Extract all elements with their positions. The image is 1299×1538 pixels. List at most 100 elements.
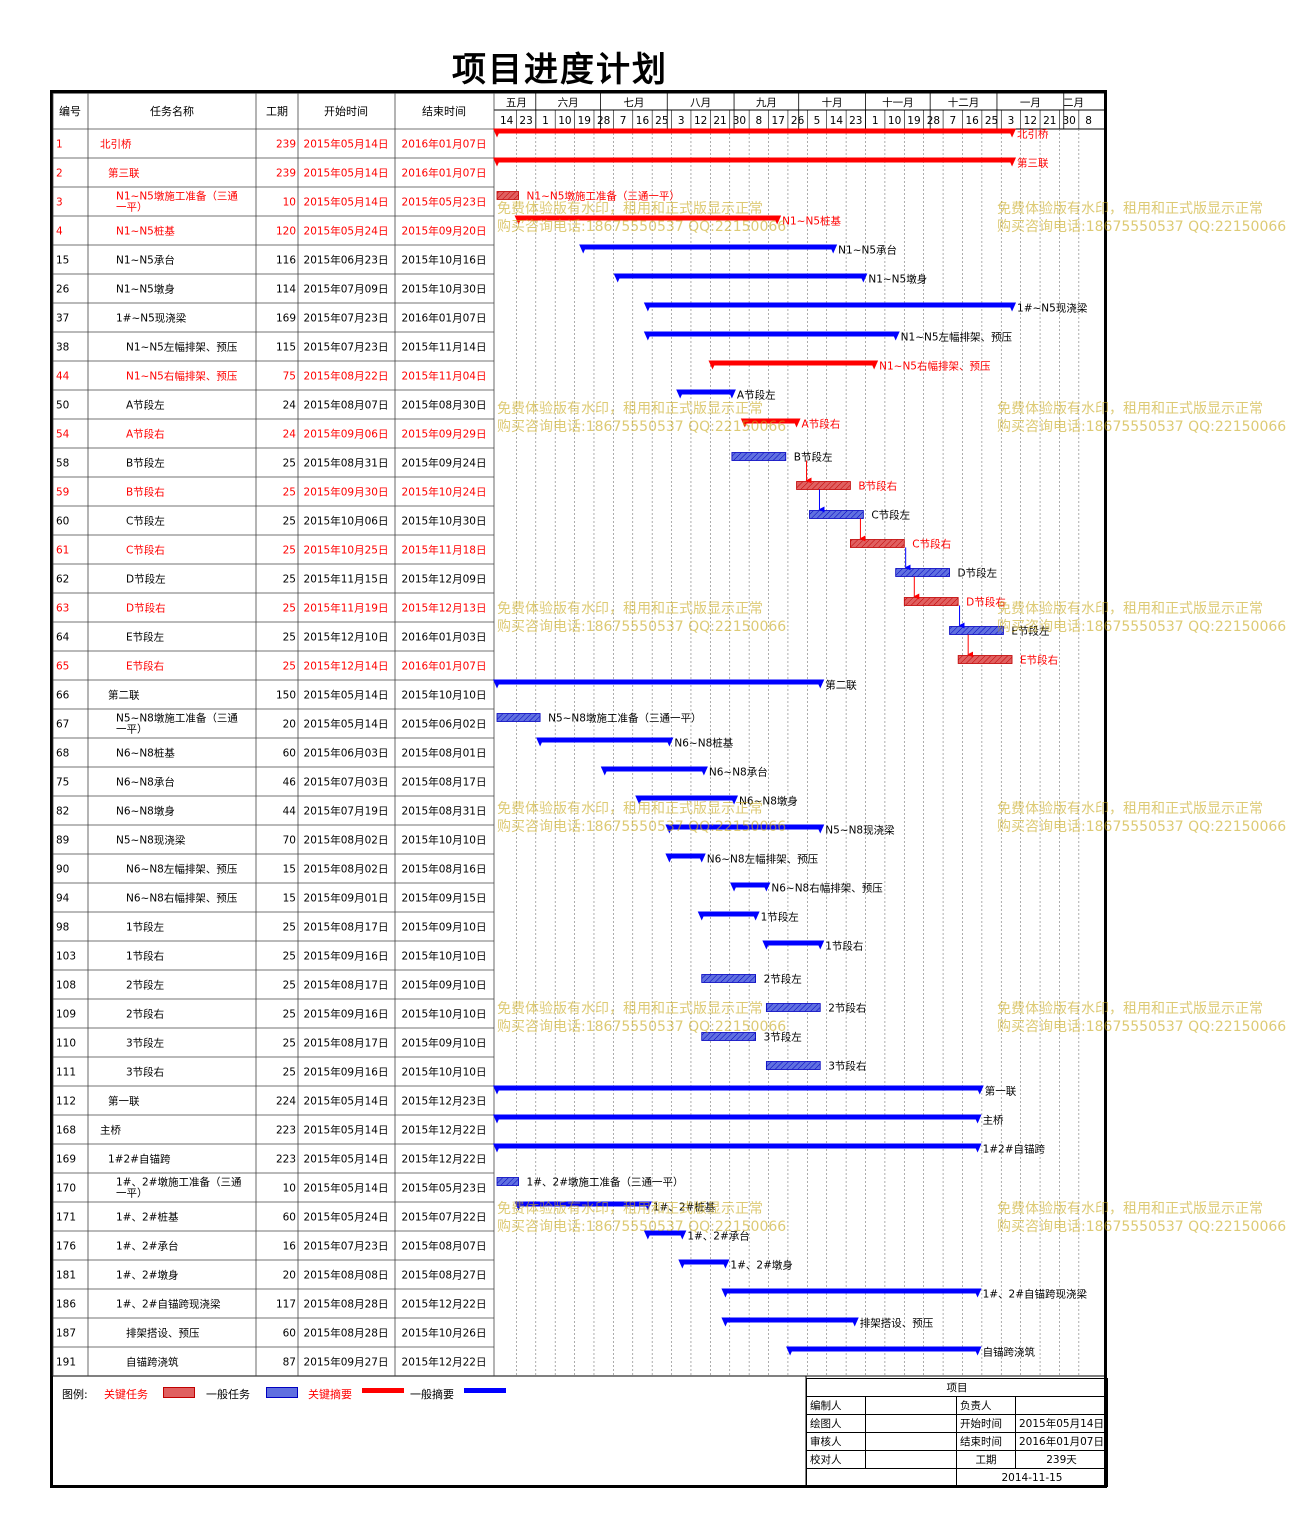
summary-bar-end	[1008, 302, 1017, 312]
month-label: 十一月	[882, 96, 914, 109]
task-bar	[765, 1061, 821, 1070]
bar-label: D节段左	[958, 567, 998, 580]
task-start: 2015年07月23日	[304, 312, 389, 325]
info-end-label: 结束时间	[956, 1432, 1016, 1451]
task-end: 2015年05月23日	[402, 196, 487, 209]
task-id: 2	[56, 168, 63, 180]
table-row: 63 D节段右 25 2015年11月19日 2015年12月13日	[56, 602, 486, 615]
task-end: 2016年01月07日	[402, 660, 487, 673]
summary-bar-start	[635, 795, 644, 805]
task-start: 2015年05月14日	[304, 689, 389, 702]
summary-bar-start	[697, 911, 706, 921]
summary-bar	[540, 737, 670, 743]
task-start: 2015年07月03日	[304, 776, 389, 789]
task-bar	[957, 655, 1013, 664]
table-row: 4 N1~N5桩基 120 2015年05月24日 2015年09月20日	[56, 225, 486, 238]
day-label: 14	[500, 115, 514, 127]
info-reviewer-label: 审核人	[806, 1432, 866, 1451]
task-id: 1	[56, 139, 63, 151]
legend-task: 一般任务	[206, 1388, 250, 1401]
bar-label: N1~N5墩施工准备（三通一平）	[527, 190, 680, 203]
task-name: 自锚跨浇筑	[126, 1356, 179, 1369]
task-bar	[765, 1003, 821, 1012]
task-duration: 25	[283, 1038, 296, 1050]
task-duration: 150	[276, 690, 296, 702]
info-owner-value	[1015, 1396, 1108, 1415]
summary-bar-end	[850, 1317, 859, 1327]
day-label: 8	[755, 115, 762, 127]
info-checker-value	[865, 1450, 957, 1469]
summary-bar	[497, 157, 1013, 163]
summary-bar-end	[816, 679, 825, 689]
table-row: 65 E节段右 25 2015年12月14日 2016年01月07日	[56, 660, 486, 673]
task-name: A节段左	[126, 399, 165, 412]
summary-bar-end	[973, 1114, 982, 1124]
bar-label: A节段左	[737, 389, 776, 402]
task-id: 112	[56, 1096, 76, 1108]
task-end: 2015年08月31日	[402, 805, 487, 818]
task-duration: 239	[276, 139, 296, 151]
month-label: 六月	[558, 97, 579, 109]
task-id: 186	[56, 1299, 76, 1311]
task-name: 1#、2#承台	[116, 1240, 178, 1253]
bar-label: B节段左	[794, 451, 833, 464]
summary-bar-start	[676, 389, 685, 399]
bar-label: 第三联	[1017, 157, 1049, 170]
summary-bar-start	[643, 1230, 652, 1240]
task-start: 2015年05月14日	[304, 1095, 389, 1108]
bar-label: N6~N8承台	[709, 766, 768, 779]
summary-bar	[647, 331, 896, 337]
task-end: 2015年09月29日	[402, 428, 487, 441]
task-end: 2015年12月22日	[402, 1356, 487, 1369]
summary-bar	[497, 679, 821, 685]
day-label: 14	[830, 115, 844, 127]
task-bar	[809, 510, 864, 519]
task-name: 第二联	[108, 689, 140, 702]
task-duration: 25	[283, 980, 296, 992]
day-label: 12	[1024, 115, 1037, 127]
task-start: 2015年07月23日	[304, 341, 389, 354]
bar-label: N1~N5左幅排架、预压	[901, 331, 1013, 344]
task-end: 2015年12月13日	[402, 602, 487, 615]
task-duration: 223	[276, 1154, 296, 1166]
task-name: 1#、2#桩基	[116, 1211, 179, 1224]
task-start: 2015年07月23日	[304, 1240, 389, 1253]
bar-label: B节段右	[858, 480, 897, 493]
task-name-cont: 一平）	[116, 1188, 148, 1200]
summary-bar-end	[870, 360, 879, 370]
task-bar	[496, 1177, 519, 1186]
task-start: 2015年06月23日	[304, 254, 389, 267]
summary-bar-end	[792, 418, 801, 428]
task-bar	[903, 597, 959, 606]
info-plotter-label: 绘图人	[806, 1414, 866, 1433]
task-name: 主桥	[100, 1125, 121, 1137]
task-start: 2015年05月14日	[304, 138, 389, 151]
table-row: 54 A节段右 24 2015年09月06日 2015年09月29日	[56, 428, 486, 441]
task-end: 2015年10月10日	[402, 1008, 487, 1021]
task-start: 2015年09月16日	[304, 1008, 389, 1021]
task-end: 2015年10月30日	[402, 283, 487, 296]
task-id: 176	[56, 1241, 76, 1253]
info-table: 项目 编制人 负责人 绘图人 开始时间 2015年05月14日 审核人 结束时间 2016…	[806, 1378, 1108, 1487]
summary-bar	[725, 1288, 978, 1294]
task-start: 2015年08月07日	[304, 399, 389, 412]
table-row: 15 N1~N5承台 116 2015年06月23日 2015年10月16日	[56, 254, 486, 267]
task-name: N6~N8右幅排架、预压	[126, 892, 238, 905]
task-name: 1节段右	[126, 950, 164, 963]
summary-bar-end	[773, 215, 782, 225]
column-header-end: 结束时间	[422, 105, 466, 118]
summary-bar-start	[665, 853, 674, 863]
task-end: 2015年09月10日	[402, 921, 487, 934]
task-name: 3节段右	[126, 1066, 164, 1079]
month-label: 五月	[506, 97, 527, 109]
summary-bar	[790, 1346, 978, 1352]
bar-label: 1节段右	[825, 940, 863, 953]
day-label: 12	[694, 115, 707, 127]
summary-bar	[583, 244, 834, 250]
task-start: 2015年08月17日	[304, 1037, 389, 1050]
bar-label: A节段右	[802, 418, 841, 431]
bar-label: N6~N8左幅排架、预压	[707, 853, 819, 866]
summary-bar-end	[973, 1346, 982, 1356]
task-end: 2015年09月15日	[402, 892, 487, 905]
task-name: D节段左	[126, 573, 166, 586]
